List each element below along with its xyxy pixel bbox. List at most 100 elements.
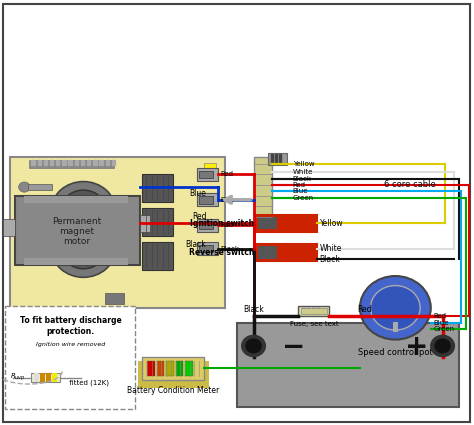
Circle shape xyxy=(242,335,265,357)
Circle shape xyxy=(61,228,106,269)
Bar xyxy=(5,306,136,409)
Text: Blue: Blue xyxy=(293,188,308,194)
Text: Red: Red xyxy=(357,305,372,314)
Bar xyxy=(143,208,173,236)
Bar xyxy=(100,159,103,164)
Circle shape xyxy=(371,286,420,330)
Bar xyxy=(256,215,318,232)
Circle shape xyxy=(431,335,455,357)
Text: Green: Green xyxy=(433,326,454,332)
Bar xyxy=(93,159,97,164)
Bar xyxy=(62,159,65,164)
Bar xyxy=(140,215,150,232)
Bar xyxy=(69,159,72,164)
Bar xyxy=(106,159,109,164)
Text: Black: Black xyxy=(319,255,340,264)
Bar xyxy=(436,342,450,350)
Text: Red: Red xyxy=(293,182,306,188)
Bar xyxy=(275,154,277,162)
Bar xyxy=(112,159,115,164)
Text: Black: Black xyxy=(185,240,206,249)
Circle shape xyxy=(51,220,116,278)
Bar xyxy=(197,193,218,206)
Bar xyxy=(199,170,213,178)
Text: Permanent
magnet
motor: Permanent magnet motor xyxy=(52,217,101,246)
Bar xyxy=(393,322,398,332)
Bar xyxy=(258,246,277,259)
Text: To fit battery discharge
protection.: To fit battery discharge protection. xyxy=(19,316,121,336)
Bar xyxy=(143,174,173,202)
Bar xyxy=(302,306,306,315)
Bar xyxy=(199,245,213,252)
Bar xyxy=(299,306,329,316)
Circle shape xyxy=(51,181,116,239)
Bar xyxy=(185,361,192,376)
Bar xyxy=(29,159,114,168)
Bar xyxy=(28,211,52,218)
Bar xyxy=(268,153,287,165)
Circle shape xyxy=(246,339,261,353)
Bar xyxy=(197,242,218,255)
Text: Red: Red xyxy=(192,212,206,221)
Text: Blue: Blue xyxy=(220,197,236,203)
Bar xyxy=(31,374,60,382)
Bar xyxy=(75,159,78,164)
Bar xyxy=(143,357,204,380)
Bar xyxy=(56,159,59,164)
Bar xyxy=(256,244,318,261)
Text: 6 core cable: 6 core cable xyxy=(384,181,436,190)
Text: Ignition switch: Ignition switch xyxy=(191,218,255,228)
Bar xyxy=(199,196,213,204)
Bar xyxy=(28,239,52,246)
Bar xyxy=(24,258,128,266)
Text: Reverse switch: Reverse switch xyxy=(189,248,255,257)
Bar xyxy=(197,168,218,181)
Bar xyxy=(81,159,84,164)
Bar xyxy=(87,159,91,164)
Text: Blue: Blue xyxy=(433,320,448,326)
Bar xyxy=(307,306,310,315)
Text: Red: Red xyxy=(220,222,234,228)
Text: fitted (12K): fitted (12K) xyxy=(67,380,109,386)
Text: −: − xyxy=(282,333,305,361)
Bar xyxy=(279,154,281,162)
Circle shape xyxy=(18,210,30,220)
Text: Red: Red xyxy=(433,313,446,319)
Text: $R_{uvp}$: $R_{uvp}$ xyxy=(10,372,26,383)
Bar xyxy=(44,159,47,164)
Circle shape xyxy=(61,190,106,231)
Bar xyxy=(258,217,277,230)
Bar xyxy=(301,308,327,314)
Bar xyxy=(199,221,213,229)
Text: Ignition wire removed: Ignition wire removed xyxy=(36,342,105,347)
Bar xyxy=(105,293,124,303)
Bar xyxy=(50,159,53,164)
Bar xyxy=(237,323,459,407)
Bar xyxy=(138,361,209,388)
Text: White: White xyxy=(319,244,342,253)
Bar xyxy=(46,374,51,382)
Text: White: White xyxy=(293,169,313,175)
Bar xyxy=(175,361,183,376)
Bar xyxy=(24,196,128,203)
Text: +: + xyxy=(405,333,428,361)
Bar xyxy=(271,154,273,162)
Bar xyxy=(40,374,45,382)
Bar xyxy=(10,157,225,308)
Text: Battery Condition Meter: Battery Condition Meter xyxy=(127,386,219,395)
Bar xyxy=(156,361,164,376)
Text: Yellow: Yellow xyxy=(293,161,314,167)
Bar xyxy=(147,361,155,376)
Bar xyxy=(28,184,52,190)
Bar xyxy=(246,342,261,350)
Bar xyxy=(166,361,173,376)
Bar xyxy=(143,242,173,270)
Text: Yellow: Yellow xyxy=(319,218,343,228)
Text: Red: Red xyxy=(220,171,234,177)
Bar xyxy=(312,306,315,315)
Circle shape xyxy=(360,276,431,340)
Bar xyxy=(34,374,38,382)
Bar xyxy=(254,157,273,223)
Text: Green: Green xyxy=(293,195,314,201)
Text: Blue: Blue xyxy=(190,189,206,198)
